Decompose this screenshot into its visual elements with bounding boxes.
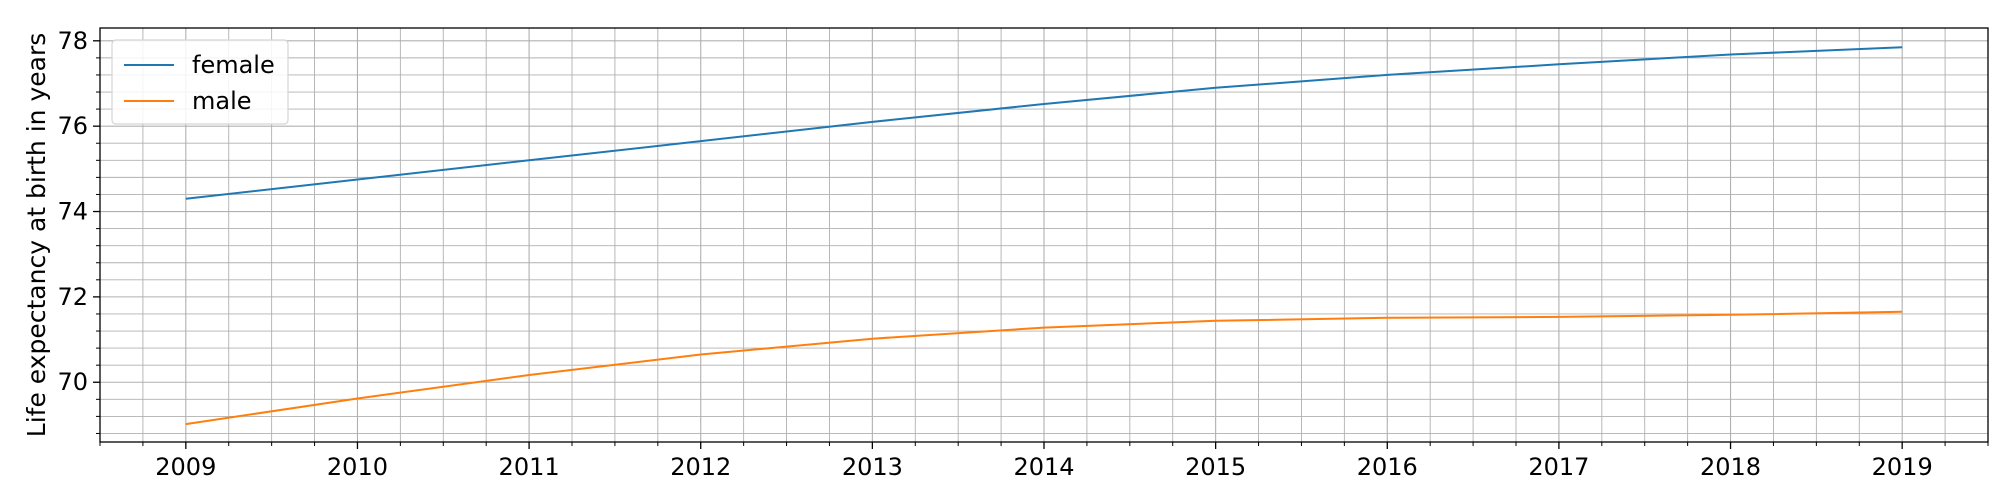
grid	[99, 28, 1989, 442]
series-line-female	[185, 46, 1903, 200]
x-tick-label: 2010	[327, 453, 388, 481]
y-tick-label: 78	[57, 27, 88, 55]
y-axis-label: Life expectancy at birth in years	[22, 33, 51, 437]
x-tick-label: 2012	[670, 453, 731, 481]
x-tick-label: 2014	[1013, 453, 1074, 481]
y-tick-label: 74	[57, 198, 88, 226]
series-line-male	[185, 310, 1903, 426]
x-tick-label: 2009	[155, 453, 216, 481]
x-tick-label: 2019	[1872, 453, 1933, 481]
y-tick-label: 72	[57, 283, 88, 311]
y-tick-label: 70	[57, 368, 88, 396]
series-lines	[185, 46, 1903, 426]
x-tick-label: 2011	[499, 453, 560, 481]
x-tick-label: 2015	[1185, 453, 1246, 481]
legend: female male	[111, 39, 289, 125]
legend-label-male: male	[192, 87, 252, 115]
legend-label-female: female	[192, 51, 275, 79]
x-tick-label: 2013	[842, 453, 903, 481]
x-tick-label: 2016	[1357, 453, 1418, 481]
legend-box	[111, 39, 289, 125]
x-tick-label: 2018	[1700, 453, 1761, 481]
ticks: 2009 2010 2011 2012 2013 2014 2015 2016 2017 2018…	[57, 27, 1989, 481]
x-tick-label: 2017	[1528, 453, 1589, 481]
y-tick-label: 76	[57, 112, 88, 140]
